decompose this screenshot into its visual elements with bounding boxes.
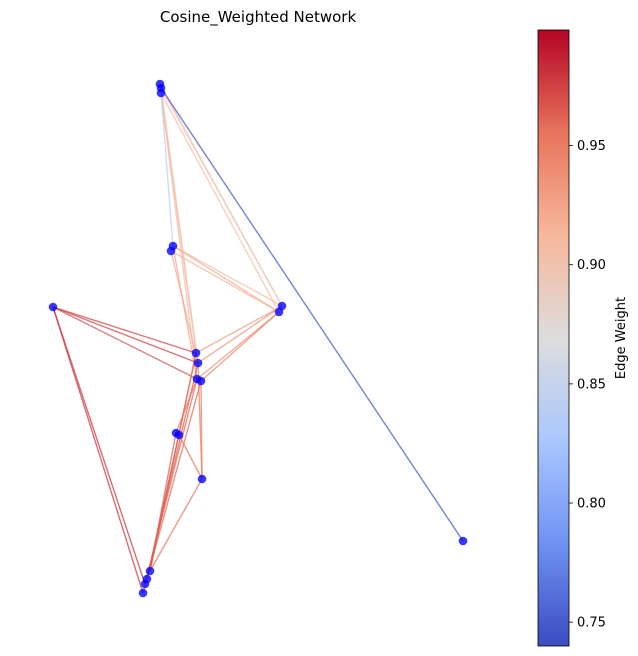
nodes-layer: [48, 79, 468, 598]
node-B2: [166, 246, 176, 256]
node-E2: [193, 358, 203, 368]
colorbar-ticks: 0.75 0.80 0.85 0.90 0.95: [569, 139, 606, 631]
colorbar-tick-label: 0.95: [577, 139, 606, 154]
edge-A2-I: [160, 87, 464, 542]
edge-G2-H: [178, 434, 203, 480]
edge-A2-E2: [160, 87, 199, 364]
node-F2: [196, 376, 206, 386]
colorbar-label: Edge Weight: [614, 297, 629, 379]
edge-H-J1: [149, 478, 203, 572]
edge-A2-C1: [160, 87, 283, 307]
colorbar: 0.75 0.80 0.85 0.90 0.95 Edge Weight: [537, 29, 629, 647]
edge-C2-F2: [200, 311, 280, 382]
edge-C1-E1: [195, 305, 283, 354]
edge-D-J4: [52, 306, 144, 594]
node-H: [197, 474, 207, 484]
edge-A3-B1: [160, 92, 174, 247]
edge-B2-C2: [170, 250, 280, 313]
edge-A3-C2: [160, 92, 280, 313]
node-A3: [156, 88, 166, 98]
edge-G2-J2: [146, 434, 180, 580]
node-D: [48, 302, 58, 312]
edge-D-E1: [52, 306, 197, 354]
edge-D-J3: [52, 306, 146, 585]
edge-D-F1: [52, 306, 198, 380]
node-I: [458, 536, 468, 546]
node-E1: [191, 348, 201, 358]
colorbar-tick-label: 0.80: [577, 497, 606, 512]
edge-B1-C1: [172, 245, 283, 307]
edge-D-E2: [52, 306, 199, 364]
node-G2: [174, 430, 184, 440]
colorbar-tick-label: 0.90: [577, 258, 606, 273]
edges-layer: [52, 83, 464, 594]
colorbar-tick-label: 0.85: [577, 377, 606, 392]
edge-E1-G2: [178, 352, 197, 436]
colorbar-tick-label: 0.75: [577, 616, 606, 631]
edge-B1-C2: [172, 245, 280, 313]
colorbar-gradient: [537, 29, 570, 647]
node-J3: [140, 579, 150, 589]
node-C2: [274, 307, 284, 317]
node-J1: [145, 566, 155, 576]
edge-C1-E2: [197, 305, 283, 364]
edge-F1-G1: [175, 378, 198, 434]
plot-title: Cosine_Weighted Network: [160, 8, 357, 27]
node-J4: [138, 588, 148, 598]
edge-B1-F1: [172, 245, 198, 380]
